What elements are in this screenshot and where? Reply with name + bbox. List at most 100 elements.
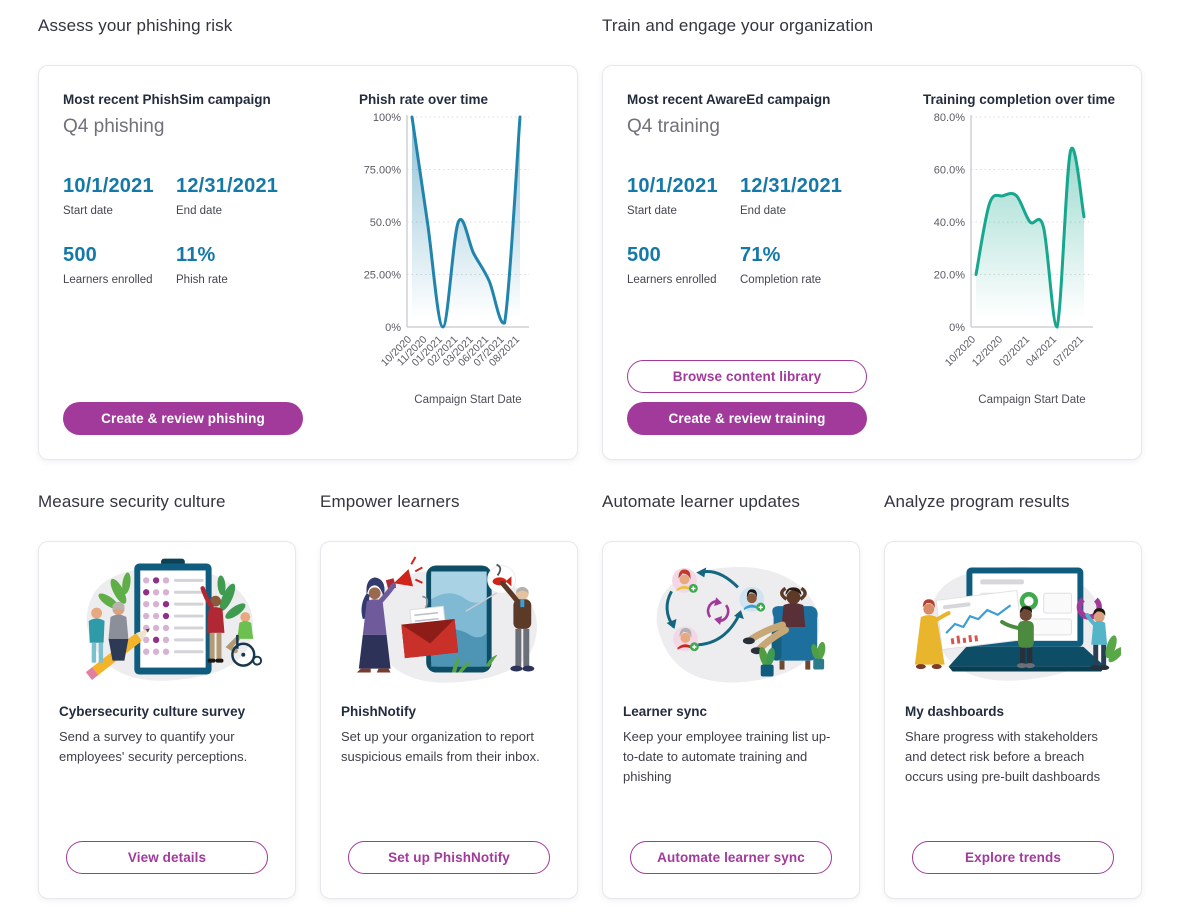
person-gray-hair — [108, 601, 129, 661]
setup-phishnotify-button[interactable]: Set up PhishNotify — [348, 841, 550, 874]
phishnotify-card: PhishNotify Set up your organization to … — [320, 541, 578, 899]
feature-cards-row: Measure security culture — [38, 492, 1142, 899]
stat-learners-enrolled: 500 Learners enrolled — [63, 244, 176, 286]
card-title: Most recent PhishSim campaign — [63, 92, 271, 107]
svg-text:75.00%: 75.00% — [364, 165, 402, 177]
empower-section: Empower learners — [320, 492, 578, 899]
stat-start-date: 10/1/2021 Start date — [63, 175, 176, 217]
browse-content-library-button[interactable]: Browse content library — [627, 360, 867, 393]
refresh-icon — [706, 599, 730, 623]
woman-yellow — [914, 599, 951, 670]
svg-text:Campaign Start Date: Campaign Start Date — [978, 394, 1085, 406]
illustration-survey-clipboard — [59, 555, 275, 689]
woman-hijab — [356, 577, 396, 673]
illustration-learner-sync — [623, 555, 839, 689]
phishsim-campaign-card: Most recent PhishSim campaign Q4 phishin… — [38, 65, 578, 460]
phish-rate-chart-panel: Phish rate over time 100% 75.00% 50.0% 25.0… — [359, 92, 559, 435]
phishing-section-heading: Assess your phishing risk — [38, 16, 233, 35]
stat-label: End date — [176, 205, 223, 217]
stat-end-date: 12/31/2021 End date — [740, 175, 899, 217]
stat-phish-rate: 11% Phish rate — [176, 244, 335, 286]
chart-title: Training completion over time — [923, 92, 1116, 107]
phishing-section: Assess your phishing risk Most recent Ph… — [38, 16, 578, 460]
culture-section: Measure security culture — [38, 492, 296, 899]
illustration-phishnotify — [341, 555, 557, 689]
stat-label: End date — [740, 205, 787, 217]
view-details-button[interactable]: View details — [66, 841, 268, 874]
avatar-red-hair — [672, 568, 698, 593]
leaves-right — [1105, 635, 1121, 663]
svg-text:40.0%: 40.0% — [934, 217, 965, 229]
stat-value: 12/31/2021 — [176, 175, 279, 197]
envelope — [401, 595, 459, 659]
stat-value: 500 — [627, 244, 661, 266]
svg-text:07/2021: 07/2021 — [1051, 334, 1086, 369]
illustration-dashboards — [905, 555, 1121, 689]
culture-section-heading: Measure security culture — [38, 492, 226, 511]
stat-label: Learners enrolled — [63, 274, 153, 286]
dashboards-illustration-svg — [914, 566, 1121, 681]
svg-text:100%: 100% — [373, 112, 401, 124]
stat-value: 10/1/2021 — [627, 175, 718, 197]
svg-text:0%: 0% — [949, 322, 965, 334]
svg-text:20.0%: 20.0% — [934, 270, 965, 282]
empower-section-heading: Empower learners — [320, 492, 460, 511]
stat-label: Start date — [63, 205, 113, 217]
refresh-arrowheads — [714, 597, 723, 625]
learner-sync-card: Learner sync Keep your employee training… — [602, 541, 860, 899]
explore-trends-button[interactable]: Explore trends — [912, 841, 1114, 874]
man-green — [1000, 606, 1035, 669]
feature-card-description: Send a survey to quantify your employees… — [59, 729, 248, 764]
chart-title: Phish rate over time — [359, 92, 489, 107]
stat-value: 10/1/2021 — [63, 175, 154, 197]
phishing-actions: Create & review phishing — [63, 402, 335, 435]
my-dashboards-card: My dashboards Share progress with stakeh… — [884, 541, 1142, 899]
stat-learners-enrolled: 500 Learners enrolled — [627, 244, 740, 286]
person-wheelchair — [225, 612, 263, 667]
automate-section-heading: Automate learner updates — [602, 492, 801, 511]
avatar-gray-hair — [673, 626, 699, 652]
feature-card-title: PhishNotify — [341, 704, 417, 719]
create-review-phishing-button[interactable]: Create & review phishing — [63, 402, 303, 435]
feature-card-title: Cybersecurity culture survey — [59, 704, 246, 719]
man-reporting — [500, 580, 535, 672]
create-review-training-button[interactable]: Create & review training — [627, 402, 867, 435]
svg-text:25.00%: 25.00% — [364, 270, 402, 282]
svg-text:0%: 0% — [385, 322, 401, 334]
campaign-stats: 10/1/2021 Start date 12/31/2021 End date… — [63, 175, 335, 286]
training-section-heading: Train and engage your organization — [602, 16, 874, 35]
stat-value: 500 — [63, 244, 97, 266]
campaign-name: Q4 training — [627, 116, 720, 137]
svg-text:Campaign Start Date: Campaign Start Date — [414, 394, 521, 406]
svg-text:50.0%: 50.0% — [370, 217, 401, 229]
grass — [451, 654, 498, 673]
stat-start-date: 10/1/2021 Start date — [627, 175, 740, 217]
stat-label: Completion rate — [740, 274, 822, 286]
stat-end-date: 12/31/2021 End date — [176, 175, 335, 217]
whiteboard-chart — [935, 589, 1024, 651]
phishnotify-illustration-svg — [356, 556, 537, 683]
relaxing-person — [742, 586, 818, 670]
person-red-cardigan — [200, 586, 225, 663]
stat-completion-rate: 71% Completion rate — [740, 244, 899, 286]
analyze-section: Analyze program results — [884, 492, 1142, 899]
report-badge — [487, 563, 516, 594]
avatar-dark-man — [739, 586, 766, 612]
feature-card-title: My dashboards — [905, 704, 1005, 719]
awareed-campaign-card: Most recent AwareEd campaign Q4 training… — [602, 65, 1142, 460]
svg-text:60.0%: 60.0% — [934, 165, 965, 177]
campaign-stats: 10/1/2021 Start date 12/31/2021 End date… — [627, 175, 899, 286]
potted-plant-left — [759, 647, 775, 677]
sync-arrowheads — [666, 567, 744, 629]
card-title: Most recent AwareEd campaign — [627, 92, 831, 107]
feature-card-description: Set up your organization to report suspi… — [341, 729, 540, 764]
stat-label: Learners enrolled — [627, 274, 717, 286]
automate-learner-sync-button[interactable]: Automate learner sync — [630, 841, 832, 874]
training-actions: Browse content library Create & review t… — [627, 360, 899, 435]
stat-value: 12/31/2021 — [740, 175, 843, 197]
training-section: Train and engage your organization Most … — [602, 16, 1142, 460]
phish-rate-line-chart: 100%75.00%50.0%25.00%0%10/202011/202001/… — [364, 112, 529, 406]
training-completion-chart-panel: Training completion over time 80.0% 60.0%… — [923, 92, 1123, 435]
feature-card-description: Share progress with stakeholders and det… — [905, 729, 1101, 784]
